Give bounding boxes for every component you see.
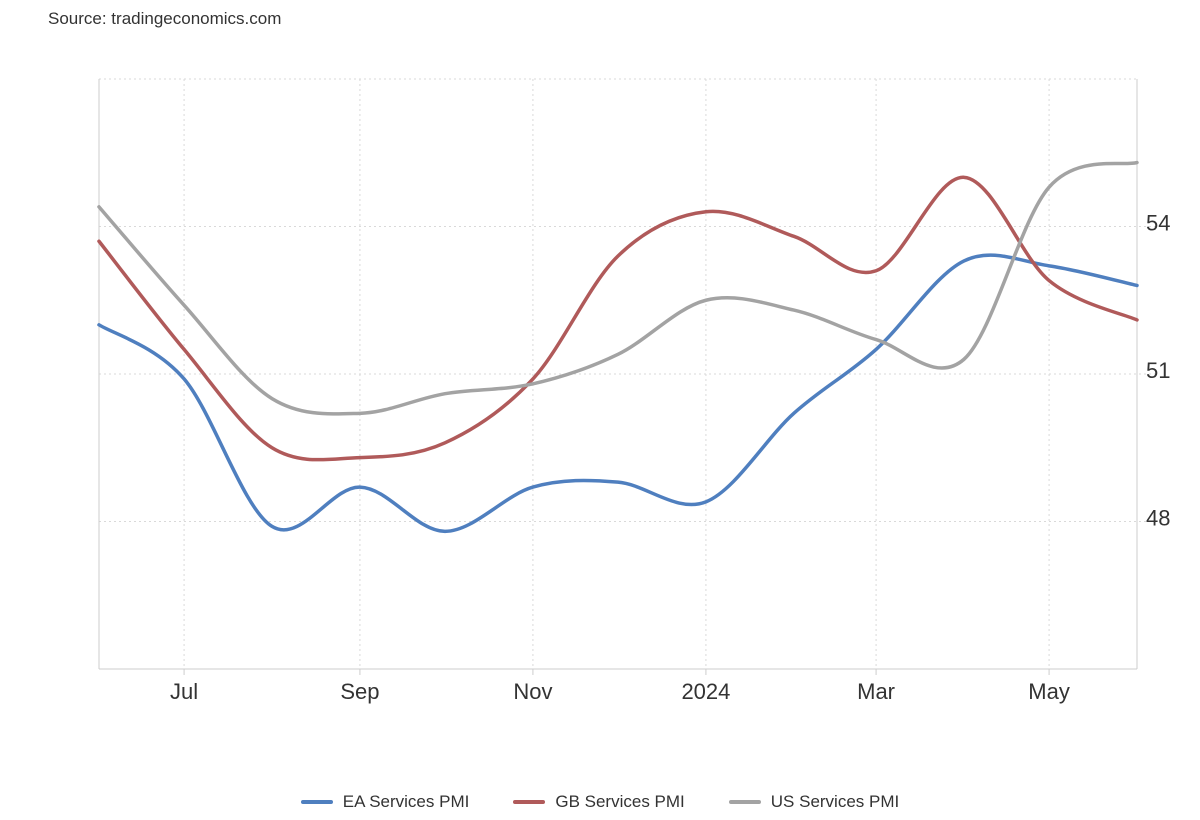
series-lines: [97, 160, 1139, 534]
legend-label: EA Services PMI: [342, 792, 470, 811]
x-tick-label: 2024: [681, 679, 730, 704]
series-line-gb-services-pmi: [97, 175, 1139, 462]
y-tick-label: 48: [1146, 506, 1170, 531]
x-tick-label: Nov: [513, 679, 552, 704]
y-axis-ticks: 48 51 54: [1146, 211, 1170, 531]
grid: [99, 78, 1157, 669]
legend: EA Services PMI GB Services PMI US Service…: [0, 792, 1200, 812]
legend-swatch: [300, 800, 333, 804]
y-tick-label: 54: [1146, 211, 1170, 236]
legend-label: US Services PMI: [770, 792, 900, 811]
series-line-ea-services-pmi: [97, 253, 1139, 534]
legend-item-us-services-pmi[interactable]: US Services PMI: [728, 792, 900, 812]
axes: [98, 79, 1138, 670]
x-tick-label: Jul: [170, 679, 198, 704]
legend-swatch: [513, 800, 546, 804]
x-tick-label: May: [1028, 679, 1070, 704]
x-axis-ticks: Jul Sep Nov 2024 Mar May: [170, 669, 1070, 704]
source-label: Source: tradingeconomics.com: [48, 9, 282, 28]
y-tick-label: 51: [1146, 358, 1170, 383]
legend-item-ea-services-pmi[interactable]: EA Services PMI: [300, 792, 470, 812]
series-line-us-services-pmi: [97, 160, 1139, 416]
x-tick-label: Sep: [340, 679, 379, 704]
x-tick-label: Mar: [857, 679, 895, 704]
legend-swatch: [728, 800, 761, 804]
legend-label: GB Services PMI: [555, 792, 685, 811]
legend-item-gb-services-pmi[interactable]: GB Services PMI: [513, 792, 685, 812]
